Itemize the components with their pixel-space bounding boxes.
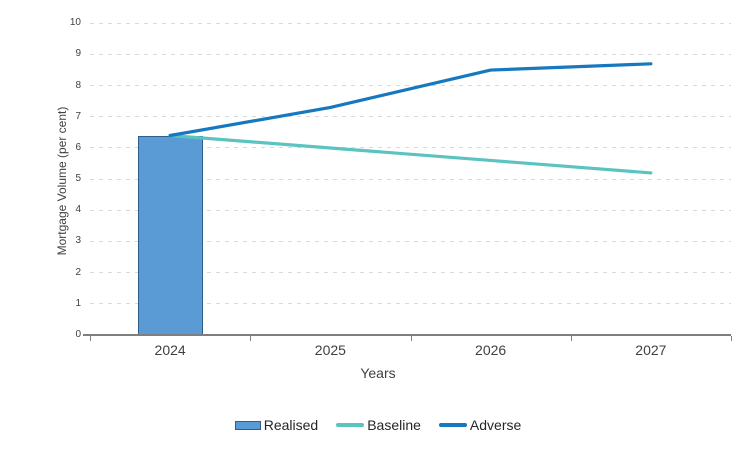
legend-label-realised: Realised	[263, 417, 319, 433]
y-tick-label: 8	[75, 79, 81, 91]
x-tick-label: 2024	[154, 342, 186, 358]
legend-item-adverse: Adverse	[438, 417, 522, 433]
legend-label-adverse: Adverse	[469, 417, 522, 433]
gridline	[90, 22, 731, 24]
y-tick-label: 4	[75, 204, 81, 216]
y-tick-label: 0	[75, 329, 81, 340]
y-tick-label: 9	[75, 48, 81, 60]
x-axis-line	[90, 334, 731, 336]
legend-item-baseline: Baseline	[336, 417, 421, 433]
x-axis-tick	[410, 335, 412, 341]
gridline	[90, 178, 731, 180]
x-tick-label: 2025	[314, 342, 346, 358]
gridline	[90, 240, 731, 242]
legend-swatch-baseline-line	[336, 423, 365, 427]
y-tick-label: 10	[69, 17, 81, 29]
legend: Realised Baseline Adverse	[0, 417, 756, 433]
x-axis-tick	[731, 335, 732, 341]
x-axis-tick	[250, 335, 252, 341]
y-axis-zero-tick	[83, 334, 90, 336]
gridline	[90, 209, 731, 211]
gridline	[90, 85, 731, 87]
x-tick-label: 2026	[475, 342, 507, 358]
x-tick-label: 2027	[635, 342, 667, 358]
legend-swatch-realised-bar	[234, 420, 261, 430]
legend-item-realised: Realised	[234, 417, 319, 433]
y-tick-label: 2	[75, 266, 81, 278]
adverse-line	[168, 62, 653, 138]
legend-label-baseline: Baseline	[367, 417, 421, 433]
gridline	[90, 116, 731, 118]
gridline	[90, 53, 731, 55]
y-tick-label: 3	[75, 235, 81, 247]
y-tick-label: 6	[75, 141, 81, 153]
y-tick-label: 7	[75, 110, 81, 122]
x-axis-tick	[90, 335, 91, 341]
gridline	[90, 303, 731, 305]
x-axis-title: Years	[360, 365, 396, 381]
y-axis-title: Mortgage Volume (per cent)	[55, 106, 69, 256]
baseline-line	[168, 133, 653, 175]
x-axis-tick	[570, 335, 572, 341]
realised-bar	[137, 135, 203, 335]
legend-swatch-adverse-line	[438, 423, 467, 427]
y-tick-label: 5	[75, 173, 81, 185]
y-tick-label: 1	[75, 297, 81, 309]
gridline	[90, 272, 731, 274]
